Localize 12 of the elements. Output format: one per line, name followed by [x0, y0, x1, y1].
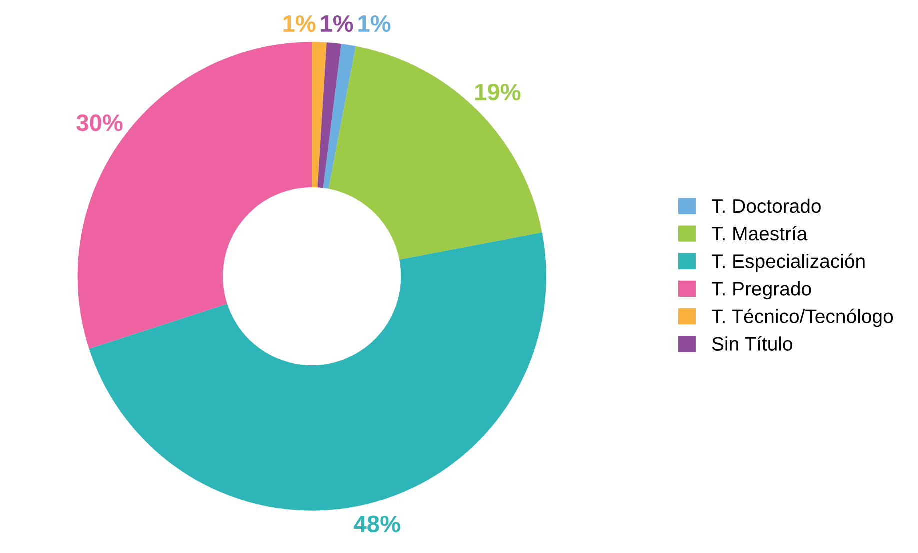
data-label: 19% [476, 84, 521, 101]
data-label: 1% [284, 15, 316, 32]
legend-label: T. Técnico/Tecnólogo [712, 308, 894, 328]
data-label: 1% [321, 15, 354, 32]
legend-label: Sin Título [712, 336, 792, 351]
data-label: 30% [76, 114, 123, 132]
data-label: 1% [358, 15, 391, 32]
legend-label: T. Especialización [712, 254, 865, 272]
legend-label: T. Maestría [712, 226, 808, 241]
legend-label: T. Doctorado [712, 198, 821, 214]
data-label: 48% [354, 516, 400, 532]
legend-label: T. Pregrado [712, 282, 812, 300]
